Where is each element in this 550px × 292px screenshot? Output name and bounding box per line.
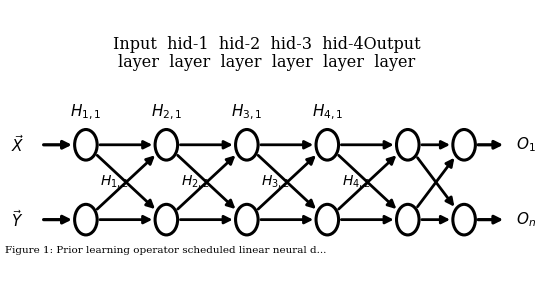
- Text: Input  hid-1  hid-2  hid-3  hid-4Output: Input hid-1 hid-2 hid-3 hid-4Output: [113, 36, 421, 53]
- Ellipse shape: [453, 130, 475, 160]
- Ellipse shape: [397, 130, 419, 160]
- Text: $H_{1,1}$: $H_{1,1}$: [70, 103, 102, 122]
- Text: layer  layer  layer  layer  layer  layer: layer layer layer layer layer layer: [118, 54, 416, 71]
- Text: $H_{4,2}$: $H_{4,2}$: [342, 173, 371, 190]
- Ellipse shape: [316, 130, 339, 160]
- Ellipse shape: [235, 204, 258, 235]
- Ellipse shape: [155, 130, 178, 160]
- Text: $H_{2,2}$: $H_{2,2}$: [181, 173, 210, 190]
- Text: $\vec{Y}$: $\vec{Y}$: [11, 209, 23, 230]
- Ellipse shape: [75, 130, 97, 160]
- Text: Figure 1: Prior learning operator scheduled linear neural d...: Figure 1: Prior learning operator schedu…: [6, 246, 327, 255]
- Ellipse shape: [75, 204, 97, 235]
- Ellipse shape: [235, 130, 258, 160]
- Text: $H_{4,1}$: $H_{4,1}$: [312, 103, 343, 122]
- Text: $O_1$: $O_1$: [515, 135, 535, 154]
- Text: $\vec{X}$: $\vec{X}$: [11, 134, 24, 155]
- Text: $H_{3,2}$: $H_{3,2}$: [261, 173, 290, 190]
- Ellipse shape: [155, 204, 178, 235]
- Ellipse shape: [316, 204, 339, 235]
- Text: $H_{1,2}$: $H_{1,2}$: [100, 173, 129, 190]
- Ellipse shape: [397, 204, 419, 235]
- Text: $O_n$: $O_n$: [515, 210, 536, 229]
- Text: $H_{2,1}$: $H_{2,1}$: [151, 103, 182, 122]
- Ellipse shape: [453, 204, 475, 235]
- Text: $H_{3,1}$: $H_{3,1}$: [231, 103, 262, 122]
